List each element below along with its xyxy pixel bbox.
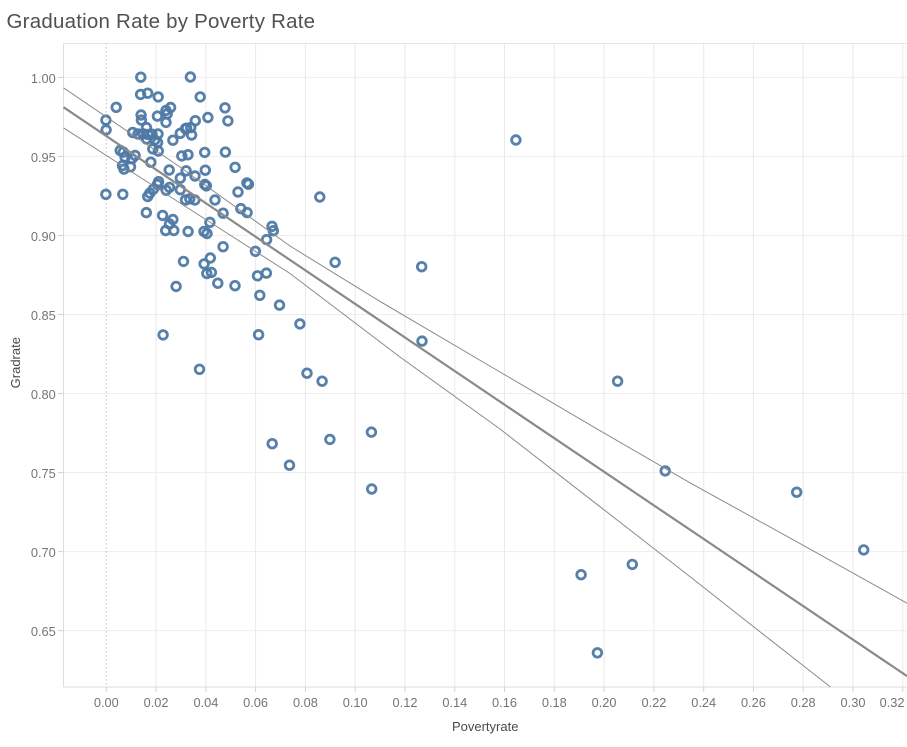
svg-text:0.80: 0.80 [31, 387, 56, 402]
svg-text:0.70: 0.70 [31, 545, 56, 560]
svg-text:0.65: 0.65 [31, 624, 56, 639]
svg-text:0.95: 0.95 [31, 150, 56, 165]
svg-text:0.06: 0.06 [243, 695, 268, 710]
svg-text:Povertyrate: Povertyrate [452, 719, 518, 734]
svg-text:0.18: 0.18 [542, 695, 567, 710]
svg-text:0.20: 0.20 [592, 695, 617, 710]
svg-text:0.28: 0.28 [791, 695, 816, 710]
svg-text:0.85: 0.85 [31, 308, 56, 323]
svg-text:0.08: 0.08 [293, 695, 318, 710]
svg-text:Gradrate: Gradrate [8, 337, 23, 388]
svg-text:Graduation Rate by Poverty Rat: Graduation Rate by Poverty Rate [7, 10, 316, 33]
svg-text:1.00: 1.00 [31, 71, 56, 86]
svg-text:0.04: 0.04 [193, 695, 218, 710]
svg-text:0.14: 0.14 [442, 695, 467, 710]
svg-text:0.22: 0.22 [641, 695, 666, 710]
svg-text:0.90: 0.90 [31, 229, 56, 244]
svg-text:0.75: 0.75 [31, 466, 56, 481]
svg-text:0.16: 0.16 [492, 695, 517, 710]
svg-text:0.26: 0.26 [741, 695, 766, 710]
svg-text:0.32: 0.32 [880, 695, 905, 710]
svg-text:0.12: 0.12 [393, 695, 418, 710]
svg-text:0.30: 0.30 [841, 695, 866, 710]
svg-text:0.00: 0.00 [94, 695, 119, 710]
svg-text:0.24: 0.24 [691, 695, 716, 710]
svg-text:0.02: 0.02 [144, 695, 169, 710]
svg-text:0.10: 0.10 [343, 695, 368, 710]
